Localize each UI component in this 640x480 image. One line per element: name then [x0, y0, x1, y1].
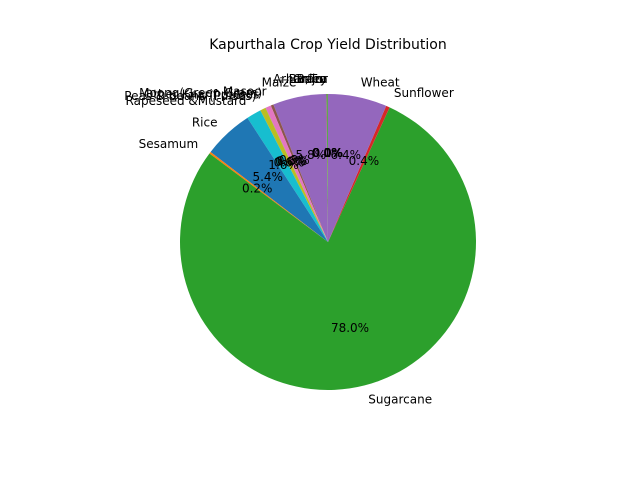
- slice-label-rice: Rice: [192, 116, 218, 130]
- slice-percent-other-kharif-pulses: 0.0%: [275, 155, 306, 169]
- slice-label-arhar-tur: Arhar/Tur: [273, 72, 328, 86]
- pie-slice-sugarcane: [180, 107, 477, 390]
- pie-slice-other-kharif-pulses: [265, 107, 328, 242]
- slice-percent-barley: 0.1%: [312, 146, 343, 160]
- pie-slice-barley: [326, 94, 328, 242]
- slice-label-maize: Maize: [262, 75, 297, 89]
- slice-percent-gram: 0.0%: [312, 146, 343, 160]
- chart-title: Kapurthala Crop Yield Distribution: [209, 37, 446, 53]
- pie-slice-moong-green-gram: [265, 105, 328, 243]
- slice-percent-moong-green-gram: 0.6%: [277, 154, 308, 168]
- slice-label-barley: Barley: [289, 72, 327, 86]
- pie-slice-rapeseed-mustard: [247, 110, 328, 243]
- slice-label-wheat: Wheat: [361, 76, 400, 90]
- pie-percent-labels: 0.0%0.0%0.1%0.0%5.8%0.3%0.6%0.0%0.6%1.6%…: [242, 146, 379, 335]
- slice-percent-sunflower: 0.4%: [349, 154, 380, 168]
- pie-labels: Arhar/TurBajraBarleyGramMaizeMasoorMoong…: [124, 72, 454, 407]
- slice-label-other-kharif-pulses: Other Kharif pulses: [144, 87, 259, 101]
- slice-percent-sugarcane: 78.0%: [331, 321, 369, 335]
- slice-percent-masoor: 0.3%: [279, 153, 310, 167]
- slice-percent-peas-beans-pulses: 0.6%: [274, 155, 305, 169]
- slice-percent-bajra: 0.0%: [313, 146, 344, 160]
- slice-percent-rice: 5.4%: [252, 170, 283, 184]
- pie-slice-sesamum: [209, 151, 328, 242]
- slice-label-moong-green-gram: Moong(Green Gram): [139, 86, 262, 100]
- slice-label-sunflower: Sunflower: [394, 86, 454, 100]
- slice-label-sugarcane: Sugarcane: [368, 393, 432, 407]
- pie-slice-sunflower: [328, 105, 390, 242]
- slice-label-masoor: Masoor: [223, 84, 267, 98]
- pie-slices: [180, 93, 477, 390]
- slice-percent-rapeseed-mustard: 1.6%: [268, 158, 299, 172]
- pie-slice-masoor: [270, 104, 328, 243]
- slice-percent-arhar-tur: 0.0%: [313, 146, 344, 160]
- slice-label-gram: Gram: [293, 72, 326, 86]
- pie-slice-wheat: [328, 94, 387, 242]
- slice-label-peas-beans-pulses: Peas & beans (Pulses): [124, 89, 256, 103]
- pie-slice-gram: [326, 94, 328, 242]
- pie-slice-peas-beans-pulses: [260, 107, 328, 243]
- slice-label-sesamum: Sesamum: [139, 137, 199, 151]
- pie-slice-rice: [210, 117, 328, 242]
- slice-label-rapeseed-mustard: Rapeseed &Mustard: [126, 94, 247, 108]
- pie-slice-maize: [273, 94, 328, 242]
- slice-percent-wheat: 6.4%: [331, 148, 362, 162]
- slice-percent-sesamum: 0.2%: [242, 181, 273, 195]
- slice-label-bajra: Bajra: [296, 72, 327, 86]
- slice-percent-maize: 5.8%: [296, 148, 327, 162]
